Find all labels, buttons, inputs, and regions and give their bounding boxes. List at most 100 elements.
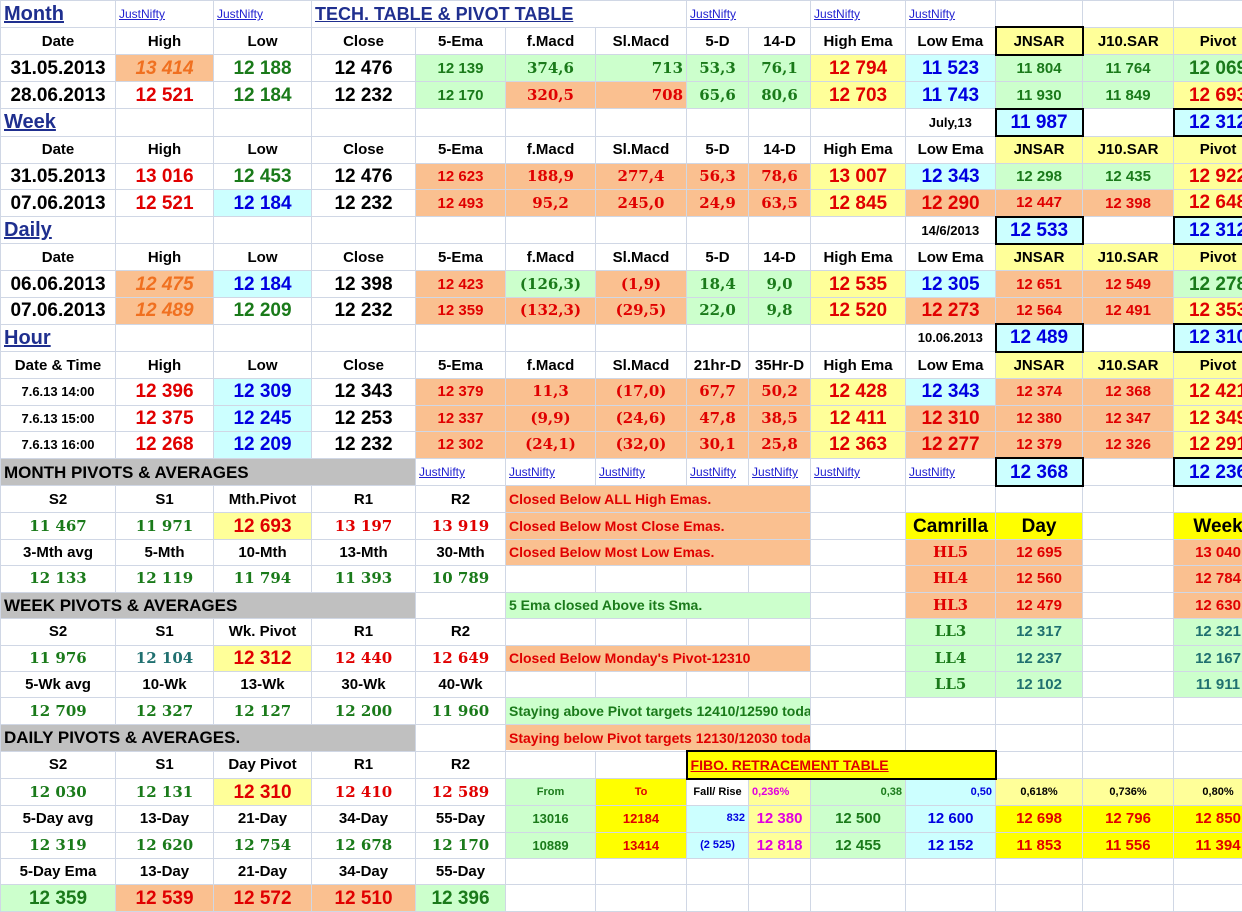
justnifty-link[interactable]: JustNifty xyxy=(749,458,811,485)
cell: 12 184 xyxy=(214,190,312,217)
cell: (32,0) xyxy=(596,432,687,459)
cell: 06.06.2013 xyxy=(1,271,116,297)
camrilla-day-value: 12 560 xyxy=(996,566,1083,592)
fibo-title: FIBO. RETRACEMENT TABLE xyxy=(687,751,996,778)
justnifty-link[interactable]: JustNifty xyxy=(214,1,312,28)
col-5d: 5-D xyxy=(687,244,749,271)
note: Closed Below ALL High Emas. xyxy=(506,486,811,513)
empty-cell xyxy=(1083,109,1174,136)
cell: 67,7 xyxy=(687,379,749,405)
note: Closed Below Most Close Emas. xyxy=(506,513,811,539)
label: 55-Day xyxy=(416,859,506,885)
month-extra-jnsar: 11 987 xyxy=(996,109,1083,136)
empty-cell xyxy=(811,109,906,136)
empty-cell xyxy=(416,592,506,618)
justnifty-link[interactable]: JustNifty xyxy=(811,1,906,28)
col-jnsar: JNSAR xyxy=(996,352,1083,379)
cell: 12 343 xyxy=(906,163,996,189)
justnifty-link[interactable]: JustNifty xyxy=(506,458,596,485)
cell: 24,9 xyxy=(687,190,749,217)
empty-cell xyxy=(811,486,906,513)
value: 12 030 xyxy=(1,779,116,806)
cell: 22,0 xyxy=(687,297,749,324)
cell: 12 703 xyxy=(811,82,906,109)
section-hour: Hour xyxy=(1,324,116,351)
empty-cell xyxy=(1083,645,1174,671)
cell: 245,0 xyxy=(596,190,687,217)
justnifty-link[interactable]: JustNifty xyxy=(416,458,506,485)
cell: 12 184 xyxy=(214,82,312,109)
justnifty-link[interactable]: JustNifty xyxy=(687,458,749,485)
week-extra-label: 14/6/2013 xyxy=(906,217,996,244)
col-fmacd: f.Macd xyxy=(506,136,596,163)
empty-cell xyxy=(506,109,596,136)
empty-cell xyxy=(416,324,506,351)
fibo-cell: 12 380 xyxy=(749,806,811,832)
cell: 30,1 xyxy=(687,432,749,459)
empty-cell xyxy=(996,751,1083,778)
hour-extra-pivot: 12 236 xyxy=(1174,458,1242,485)
label: 5-Day Ema xyxy=(1,859,116,885)
justnifty-link[interactable]: JustNifty xyxy=(687,1,811,28)
cell: 78,6 xyxy=(749,163,811,189)
empty-cell xyxy=(906,885,996,911)
justnifty-link[interactable]: JustNifty xyxy=(596,458,687,485)
cell: 11 849 xyxy=(1083,82,1174,109)
col-lowema: Low Ema xyxy=(906,136,996,163)
cell: 277,4 xyxy=(596,163,687,189)
empty-cell xyxy=(214,324,312,351)
value: 12 410 xyxy=(312,779,416,806)
justnifty-link[interactable]: JustNifty xyxy=(906,458,996,485)
empty-cell xyxy=(749,566,811,592)
col-lowema: Low Ema xyxy=(906,352,996,379)
justnifty-link[interactable]: JustNifty xyxy=(811,458,906,485)
camrilla-day-value: 12 695 xyxy=(996,539,1083,565)
label: S1 xyxy=(116,619,214,645)
cell: 12 069 xyxy=(1174,55,1242,82)
cell: 12 521 xyxy=(116,190,214,217)
col-high: High xyxy=(116,136,214,163)
empty-cell xyxy=(996,1,1083,28)
page-title: TECH. TABLE & PIVOT TABLE xyxy=(312,1,687,28)
empty-cell xyxy=(811,324,906,351)
label: 5-Mth xyxy=(116,539,214,565)
empty-cell xyxy=(506,751,596,778)
cell: 12 291 xyxy=(1174,432,1242,459)
cell: 07.06.2013 xyxy=(1,190,116,217)
cell: 12 623 xyxy=(416,163,506,189)
col-21hr: 21hr-D xyxy=(687,352,749,379)
empty-cell xyxy=(1174,1,1242,28)
camrilla-day-value: 12 317 xyxy=(996,619,1083,645)
cell: 80,6 xyxy=(749,82,811,109)
empty-cell xyxy=(749,671,811,697)
value: 11 971 xyxy=(116,513,214,539)
cell: 11 743 xyxy=(906,82,996,109)
label: 34-Day xyxy=(312,806,416,832)
justnifty-link[interactable]: JustNifty xyxy=(906,1,996,28)
empty-cell xyxy=(116,217,214,244)
daily-avg-values: 12 319 12 620 12 754 12 678 12 170 10889… xyxy=(1,832,1242,858)
empty-cell xyxy=(906,486,996,513)
week-avg-labels: 5-Wk avg 10-Wk 13-Wk 30-Wk 40-Wk LL5 12 … xyxy=(1,671,1242,697)
cell: 12 447 xyxy=(996,190,1083,217)
value: 12 572 xyxy=(214,885,312,911)
fibo-cell: 12184 xyxy=(596,806,687,832)
camrilla-label: HL3 xyxy=(906,592,996,618)
empty-cell xyxy=(506,859,596,885)
camrilla-week-value: 12 167 xyxy=(1174,645,1242,671)
fibo-header: 0,80% xyxy=(1174,779,1242,806)
empty-cell xyxy=(811,859,906,885)
col-fmacd: f.Macd xyxy=(506,352,596,379)
value: 12 649 xyxy=(416,645,506,671)
cell: 11 804 xyxy=(996,55,1083,82)
daily-pivot-values: 12 030 12 131 12 310 12 410 12 589 From … xyxy=(1,779,1242,806)
cell: (17,0) xyxy=(596,379,687,405)
justnifty-link[interactable]: JustNifty xyxy=(116,1,214,28)
label: 13-Day xyxy=(116,806,214,832)
cell: 12 845 xyxy=(811,190,906,217)
cell: (1,9) xyxy=(596,271,687,297)
col-ema5: 5-Ema xyxy=(416,352,506,379)
label: R2 xyxy=(416,751,506,778)
label: 30-Mth xyxy=(416,539,506,565)
empty-cell xyxy=(596,324,687,351)
